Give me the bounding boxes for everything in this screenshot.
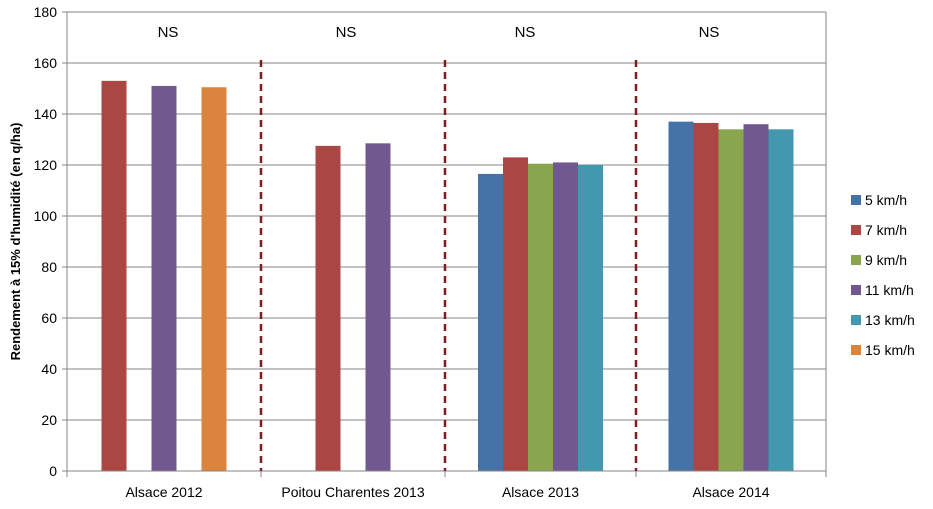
bar: [553, 162, 578, 471]
y-tick-label: 20: [41, 412, 57, 428]
ns-annotation: NS: [336, 24, 357, 41]
y-axis-ticks: 0 20 40 60 80 100 120 140 160 180: [34, 4, 67, 479]
legend-swatch: [851, 195, 861, 205]
bars: [101, 80, 794, 472]
legend-label: 13 km/h: [865, 312, 915, 328]
y-tick-label: 80: [41, 259, 57, 275]
y-tick-label: 60: [41, 310, 57, 326]
y-tick-label: 180: [34, 4, 58, 20]
y-tick-label: 140: [34, 106, 58, 122]
y-axis-label: Rendement à 15% d'humidité (en q/ha): [8, 123, 23, 361]
x-category-label: Alsace 2013: [502, 484, 579, 500]
bar: [478, 173, 503, 472]
group-separators: [259, 60, 638, 471]
bar: [668, 121, 694, 472]
ns-annotation: NS: [158, 24, 179, 41]
legend-swatch: [851, 255, 861, 265]
bar: [101, 80, 127, 471]
legend-swatch: [851, 225, 861, 235]
grid-lines: [67, 11, 826, 421]
legend-swatch: [851, 345, 861, 355]
x-category-label: Alsace 2012: [125, 484, 202, 500]
bar: [503, 157, 528, 471]
legend-label: 7 km/h: [865, 222, 907, 238]
bar: [528, 163, 553, 471]
bar: [743, 124, 769, 471]
y-tick-label: 120: [34, 157, 58, 173]
x-axis-categories: Alsace 2012 Poitou Charentes 2013 Alsace 2…: [125, 484, 769, 500]
legend-swatch: [851, 285, 861, 295]
bar: [718, 129, 744, 472]
legend-label: 9 km/h: [865, 252, 907, 268]
ns-annotations: NS NS NS NS: [158, 24, 720, 41]
y-tick-label: 100: [34, 208, 58, 224]
bar: [768, 129, 794, 472]
x-category-label: Poitou Charentes 2013: [281, 484, 424, 500]
ns-annotation: NS: [515, 24, 536, 41]
bar: [201, 87, 227, 471]
legend-label: 15 km/h: [865, 342, 915, 358]
y-tick-label: 40: [41, 361, 57, 377]
x-category-label: Alsace 2014: [692, 484, 769, 500]
bar: [693, 122, 719, 472]
bar: [315, 145, 341, 471]
bar: [151, 85, 177, 471]
y-tick-label: 0: [49, 463, 57, 479]
legend-swatch: [851, 315, 861, 325]
legend: 5 km/h 7 km/h 9 km/h 11 km/h 13 km/h 15 km/h: [851, 192, 915, 358]
axes: [66, 12, 827, 477]
y-tick-label: 160: [34, 55, 58, 71]
ns-annotation: NS: [699, 24, 720, 41]
legend-label: 11 km/h: [865, 282, 914, 298]
bar: [365, 143, 391, 471]
legend-label: 5 km/h: [865, 192, 907, 208]
bar: [578, 165, 603, 471]
